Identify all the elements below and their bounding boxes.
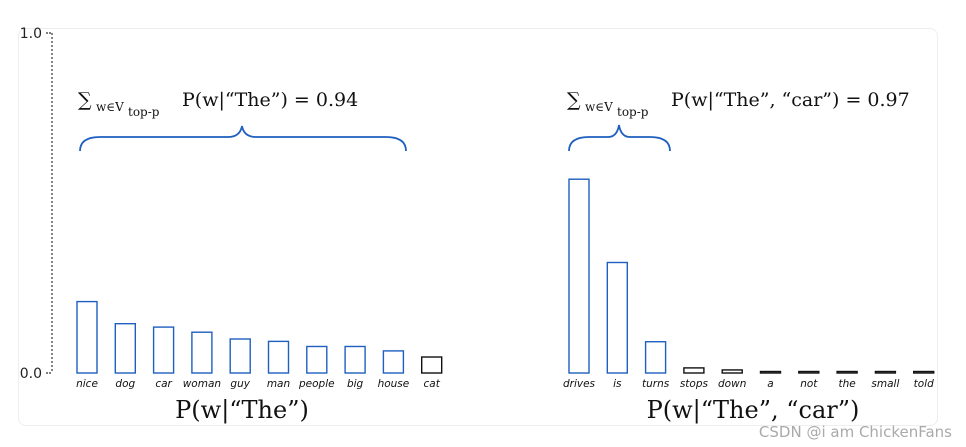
left-formula-text: P(w|“The”) = 0.94 [182, 89, 358, 111]
category-label-a: a [767, 378, 773, 390]
bar-drives [568, 178, 590, 374]
category-label-dog: dog [115, 378, 135, 390]
watermark: CSDN @i am ChickenFans [758, 423, 952, 441]
category-label-small: small [871, 378, 899, 390]
bar-people [306, 345, 328, 374]
right-panel: ∑ w∈V top-p P(w|“The”, “car”) = 0.97 P(w… [567, 89, 910, 425]
right-formula-subsubscript: top-p [617, 105, 649, 119]
category-label-house: house [378, 378, 410, 390]
category-label-woman: woman [183, 378, 221, 390]
bar-told [913, 370, 935, 374]
category-label-is: is [613, 378, 622, 390]
right-brace [568, 124, 671, 152]
left-formula-subsubscript: top-p [128, 105, 160, 119]
y-tick-label-bottom: 0.0 [20, 366, 42, 382]
right-formula-subscript: w∈V [585, 100, 613, 114]
bar-not [798, 370, 820, 374]
category-label-guy: guy [230, 378, 250, 390]
bar-small [874, 370, 897, 374]
bar-cat [421, 356, 443, 374]
right-formula-text: P(w|“The”, “car”) = 0.97 [671, 89, 910, 111]
category-label-down: down [718, 378, 746, 390]
category-label-cat: cat [424, 378, 441, 390]
category-label-stops: stops [680, 378, 709, 390]
category-label-the: the [838, 378, 855, 390]
right-x-title: P(w|“The”, “car”) [647, 396, 860, 425]
bar-down [721, 369, 743, 374]
bar-nice [76, 300, 98, 374]
category-label-big: big [347, 378, 364, 390]
left-x-title: P(w|“The”) [175, 396, 309, 425]
bar-is [606, 261, 628, 374]
category-label-car: car [155, 378, 172, 390]
category-label-nice: nice [76, 378, 98, 390]
category-label-turns: turns [642, 378, 670, 390]
bars-layer: nice dog car woman guy man people big house cat dr… [76, 178, 935, 390]
bar-the [836, 370, 858, 374]
category-label-man: man [267, 378, 290, 390]
bar-stops [683, 367, 705, 374]
bar-man [267, 340, 290, 374]
category-label-people: people [298, 378, 335, 390]
bar-car [152, 326, 175, 374]
bar-dog [114, 323, 137, 374]
category-label-told: told [914, 378, 934, 390]
left-formula-sum: ∑ [78, 89, 92, 111]
left-formula-subscript: w∈V [96, 100, 124, 114]
bar-woman [191, 331, 213, 374]
bar-turns [644, 341, 667, 374]
bar-house [382, 350, 405, 374]
left-brace [79, 125, 407, 152]
category-label-not: not [800, 378, 818, 390]
y-tick-label-top: 1.0 [20, 26, 42, 42]
right-formula-sum: ∑ [567, 89, 581, 111]
bar-guy [229, 338, 251, 374]
left-panel: ∑ w∈V top-p P(w|“The”) = 0.94 P(w|“The”) [78, 89, 407, 425]
bar-big [344, 345, 366, 374]
bar-a [759, 370, 782, 374]
category-label-drives: drives [563, 378, 596, 390]
